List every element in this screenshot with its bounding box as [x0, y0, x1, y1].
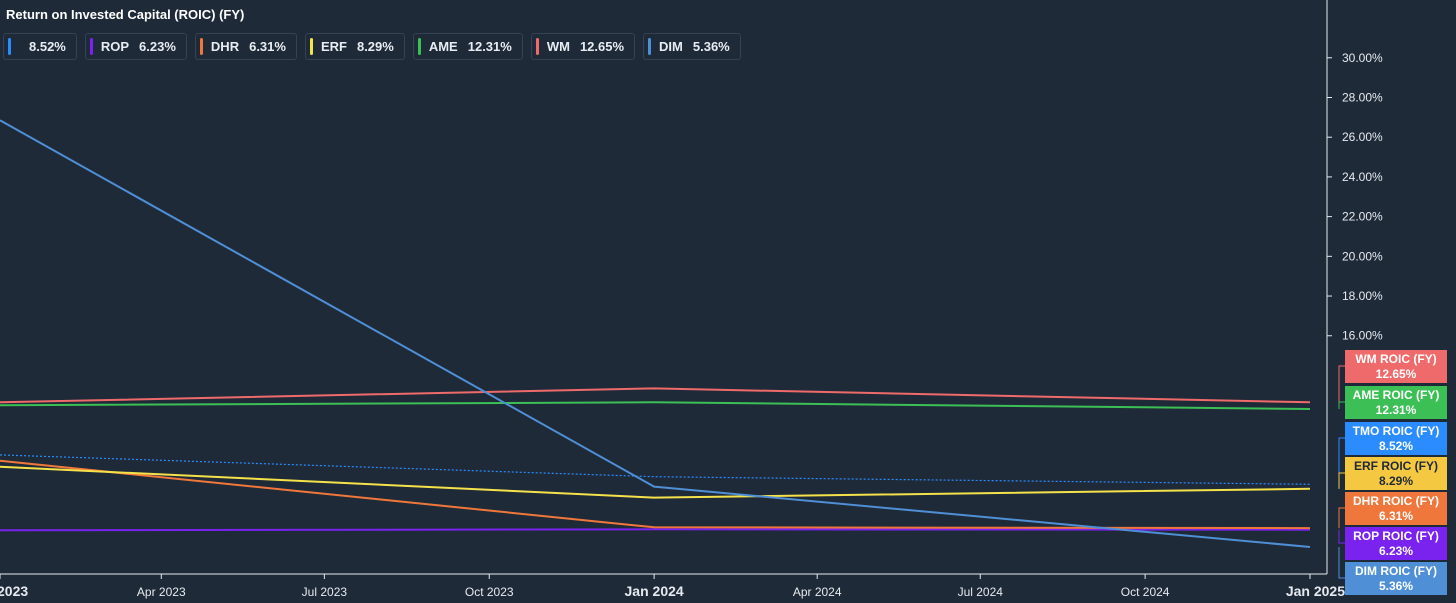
legend-item-ame[interactable]: AME 12.31%	[412, 33, 523, 60]
legend-label: ROP	[100, 39, 130, 54]
y-tick-label: 24.00%	[1342, 170, 1383, 184]
legend-value: 12.31%	[467, 39, 512, 54]
price-tag-erf: ERF ROIC (FY) 8.29%	[1345, 457, 1447, 490]
tag-value: 12.65%	[1375, 367, 1417, 381]
tag-connector	[1338, 437, 1345, 485]
x-tick-label: Jan 2024	[625, 583, 684, 599]
x-tick-label: Apr 2024	[793, 585, 842, 599]
tag-label: ROP ROIC (FY)	[1353, 529, 1439, 543]
y-tick-label: 16.00%	[1342, 329, 1383, 343]
legend-label: WM	[546, 39, 570, 54]
legend-label: AME	[428, 39, 458, 54]
tag-label: AME ROIC (FY)	[1352, 388, 1440, 402]
legend-label: DIM	[659, 39, 683, 54]
x-tick-label: Jul 2023	[302, 585, 348, 599]
y-tick-label: 30.00%	[1342, 51, 1383, 65]
legend-item-wm[interactable]: WM 12.65%	[530, 33, 636, 60]
legend-value: 12.65%	[579, 39, 625, 54]
price-tag-tmo: TMO ROIC (FY) 8.52%	[1345, 422, 1447, 455]
legend: 8.52% ROP 6.23% DHR 6.31% ERF 8.29% AME …	[3, 33, 741, 60]
price-tag-dhr: DHR ROIC (FY) 6.31%	[1345, 492, 1447, 525]
legend-item-rop[interactable]: ROP 6.23%	[84, 33, 187, 60]
legend-swatch	[8, 38, 11, 55]
tag-connector	[1338, 401, 1345, 410]
legend-value: 8.29%	[356, 39, 394, 54]
series-line-wm	[0, 387, 1311, 404]
legend-value: 6.23%	[139, 39, 176, 54]
tag-label: DIM ROIC (FY)	[1355, 564, 1437, 578]
legend-swatch	[417, 38, 421, 55]
tag-connector	[1338, 472, 1345, 489]
price-tag-ame: AME ROIC (FY) 12.31%	[1345, 386, 1447, 419]
tag-connector	[1338, 529, 1345, 544]
legend-value: 8.52%	[29, 39, 66, 54]
tag-connector	[1338, 546, 1345, 579]
y-tick-label: 22.00%	[1342, 210, 1383, 224]
tag-label: DHR ROIC (FY)	[1353, 494, 1439, 508]
legend-item-erf[interactable]: ERF 8.29%	[304, 33, 405, 60]
y-tick-label: 26.00%	[1342, 130, 1383, 144]
legend-item-tmo[interactable]: 8.52%	[3, 33, 77, 60]
tag-label: TMO ROIC (FY)	[1352, 424, 1440, 438]
series-line-erf	[0, 465, 1311, 499]
series-line-rop	[0, 528, 1311, 532]
price-tag-rop: ROP ROIC (FY) 6.23%	[1345, 527, 1447, 560]
legend-label: ERF	[320, 39, 347, 54]
x-tick-label: Oct 2023	[465, 585, 514, 599]
chart-title: Return on Invested Capital (ROIC) (FY)	[6, 7, 245, 22]
tag-value: 6.23%	[1378, 544, 1414, 558]
x-tick-label: Apr 2023	[137, 585, 186, 599]
tag-value: 8.29%	[1378, 474, 1414, 488]
y-tick-label: 20.00%	[1342, 249, 1383, 263]
tag-value: 5.36%	[1378, 579, 1414, 593]
tag-label: ERF ROIC (FY)	[1354, 459, 1438, 473]
x-tick-label: Jan 2025	[1286, 583, 1345, 599]
legend-item-dim[interactable]: DIM 5.36%	[643, 33, 741, 60]
tag-connector	[1338, 507, 1345, 529]
legend-label: DHR	[210, 39, 240, 54]
x-tick-label: Oct 2024	[1121, 585, 1170, 599]
series-line-ame	[0, 401, 1311, 410]
x-tick-label: 2023	[0, 583, 28, 599]
y-tick-label: 28.00%	[1342, 90, 1383, 104]
tag-value: 12.31%	[1375, 403, 1417, 417]
price-tag-dim: DIM ROIC (FY) 5.36%	[1345, 562, 1447, 595]
legend-value: 6.31%	[249, 39, 286, 54]
legend-swatch	[648, 38, 652, 55]
y-tick-label: 18.00%	[1342, 289, 1383, 303]
tag-connector	[1338, 365, 1345, 403]
price-tag-wm: WM ROIC (FY) 12.65%	[1345, 350, 1447, 383]
legend-swatch	[309, 38, 313, 55]
tag-value: 6.31%	[1378, 509, 1414, 523]
legend-item-dhr[interactable]: DHR 6.31%	[194, 33, 297, 60]
legend-value: 5.36%	[692, 39, 730, 54]
legend-swatch	[89, 38, 93, 55]
tag-label: WM ROIC (FY)	[1355, 352, 1437, 366]
legend-swatch	[535, 38, 539, 55]
x-tick-label: Jul 2024	[958, 585, 1004, 599]
tag-value: 8.52%	[1378, 439, 1414, 453]
series-line-dim	[0, 119, 1311, 548]
series-line-dhr	[0, 459, 1311, 530]
legend-swatch	[199, 38, 203, 55]
